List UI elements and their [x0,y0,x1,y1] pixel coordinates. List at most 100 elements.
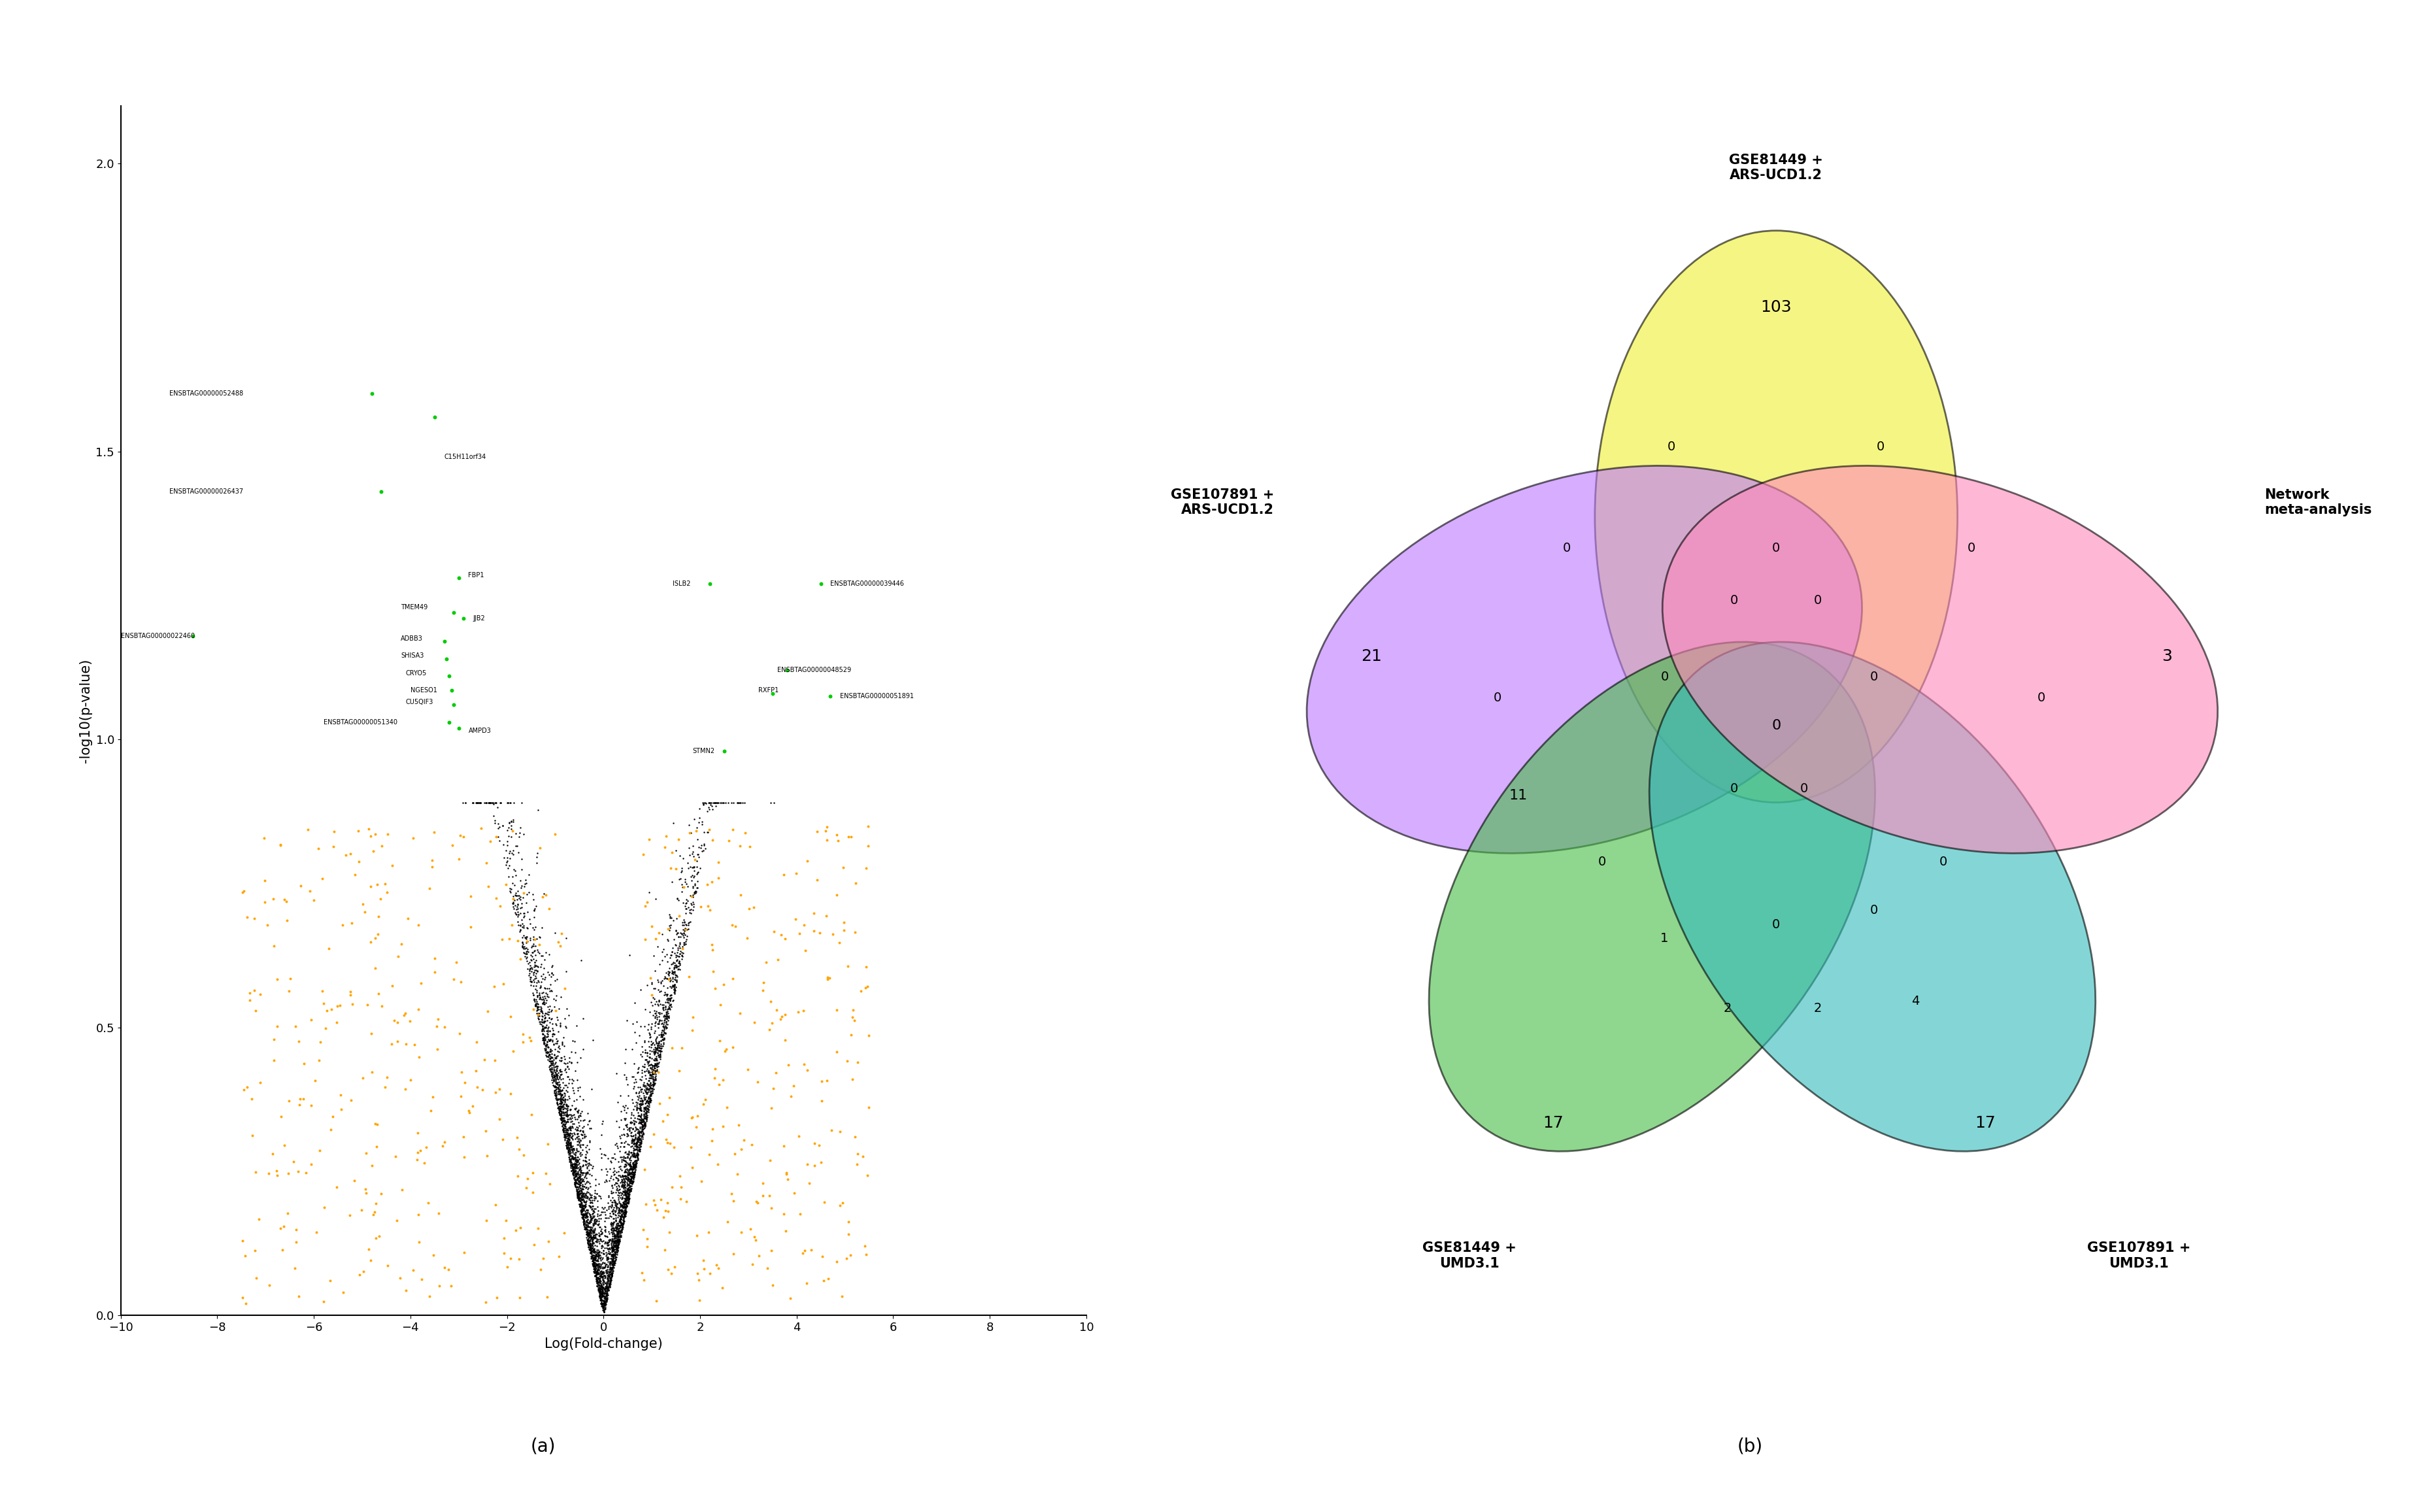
Point [625,1063,664,1087]
Point [618,1142,657,1166]
Point [579,1244,618,1269]
Point [659,951,698,975]
Point [533,1052,572,1077]
Point [500,1247,538,1272]
Point [671,868,710,892]
Point [785,913,823,937]
Point [591,1249,630,1273]
Point [577,1243,616,1267]
Point [565,1214,604,1238]
Point [570,1219,608,1243]
Point [698,791,736,815]
Point [529,1040,567,1064]
Point [258,1015,297,1039]
Point [642,1036,681,1060]
Point [613,1120,652,1145]
Point [608,1187,647,1211]
Point [618,1069,657,1093]
Point [543,1070,582,1095]
Point [645,1012,683,1036]
Point [533,1022,572,1046]
Point [229,989,268,1013]
Point [584,1296,623,1320]
Point [533,1030,572,1054]
Point [558,1175,596,1199]
Text: (b): (b) [1738,1436,1762,1456]
Point [514,960,553,984]
Point [616,1126,654,1151]
Point [572,1228,611,1252]
Point [606,1190,645,1214]
Point [579,1220,618,1244]
Point [647,983,686,1007]
Point [548,1093,587,1117]
Point [594,1217,632,1241]
Point [613,1143,652,1167]
Point [628,1077,666,1101]
Point [241,1070,280,1095]
Point [543,1113,582,1137]
Point [550,1148,589,1172]
Point [582,1279,620,1303]
Point [577,1222,616,1246]
Point [562,1169,601,1193]
Point [582,1282,620,1306]
Point [560,1182,599,1207]
Point [642,1036,681,1060]
Point [628,1099,666,1123]
Point [538,1092,577,1116]
Point [587,1214,625,1238]
Point [582,1222,620,1246]
Point [533,1051,572,1075]
Point [550,1057,589,1081]
Point [575,1199,613,1223]
Point [625,1217,664,1241]
Point [645,1015,683,1039]
Point [611,1187,649,1211]
Point [736,1190,775,1214]
Point [577,1246,616,1270]
Point [410,1284,449,1308]
Point [536,1077,575,1101]
Point [517,934,555,959]
Point [575,1250,613,1275]
Point [596,1232,635,1256]
Point [575,1253,613,1278]
Point [630,1075,669,1099]
Point [601,1214,640,1238]
Point [536,1045,575,1069]
Point [553,1128,591,1152]
Point [577,1253,616,1278]
Point [524,984,562,1009]
Point [567,1216,606,1240]
Point [454,791,492,815]
Point [538,996,577,1021]
Point [575,1246,613,1270]
Point [587,1275,625,1299]
Point [555,1169,594,1193]
Point [604,1181,642,1205]
Point [613,1166,652,1190]
Point [570,1232,608,1256]
Point [707,1095,746,1119]
Point [567,1217,606,1241]
Point [596,1249,635,1273]
Point [657,918,695,942]
Point [558,1169,596,1193]
Point [575,1238,613,1263]
Point [579,1243,618,1267]
Point [669,874,707,898]
Point [550,1110,589,1134]
Point [584,1297,623,1321]
Point [649,918,688,942]
Point [575,1210,613,1234]
Point [550,1148,589,1172]
Point [553,1137,591,1161]
Point [567,1188,606,1213]
Point [345,900,384,924]
Point [550,1149,589,1173]
Point [519,983,558,1007]
Point [582,1285,620,1309]
Point [567,1202,606,1226]
Point [606,1179,645,1204]
